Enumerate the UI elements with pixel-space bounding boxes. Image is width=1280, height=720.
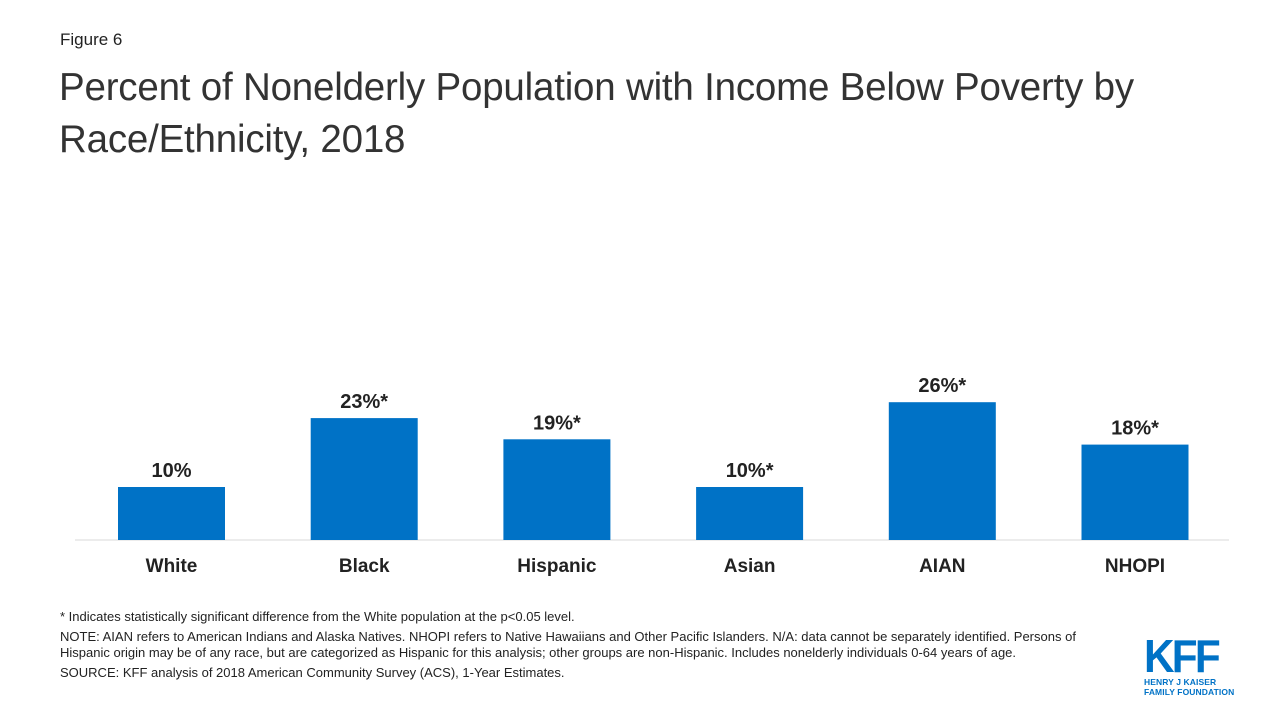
bar-chart: 10% 23%* 19%* 10%* 26%* 18%* White Black Hispan… bbox=[75, 375, 1229, 577]
data-label-nhopi: 18%* bbox=[1111, 418, 1159, 440]
kff-logo-mark: KFF bbox=[1144, 630, 1221, 682]
kff-logo-line2: FAMILY FOUNDATION bbox=[1144, 687, 1235, 697]
figure-label: Figure 6 bbox=[60, 30, 123, 49]
chart-title: Percent of Nonelderly Population with In… bbox=[59, 66, 1134, 161]
bar-hispanic bbox=[503, 439, 611, 540]
category-label-asian: Asian bbox=[724, 556, 776, 577]
note-text: NOTE: AIAN refers to American Indians an… bbox=[60, 628, 1076, 661]
data-label-aian: 26%* bbox=[918, 375, 966, 397]
kff-logo: KFF HENRY J KAISER FAMILY FOUNDATION bbox=[1144, 630, 1244, 698]
data-label-asian: 10%* bbox=[726, 460, 774, 482]
category-label-aian: AIAN bbox=[919, 556, 965, 577]
bar-white bbox=[118, 487, 225, 540]
bar-aian bbox=[888, 402, 996, 540]
bar-asian bbox=[696, 487, 804, 540]
data-label-hispanic: 19%* bbox=[533, 412, 581, 434]
source-text: SOURCE: KFF analysis of 2018 American Co… bbox=[60, 664, 565, 680]
kff-logo-line1: HENRY J KAISER bbox=[1144, 677, 1217, 687]
category-label-white: White bbox=[146, 556, 198, 577]
bar-nhopi bbox=[1081, 444, 1189, 540]
category-label-hispanic: Hispanic bbox=[517, 556, 597, 577]
data-label-white: 10% bbox=[151, 460, 191, 482]
category-label-black: Black bbox=[339, 556, 390, 577]
chart-notes: * Indicates statistically significant di… bbox=[60, 609, 1100, 684]
category-label-nhopi: NHOPI bbox=[1105, 556, 1165, 577]
significance-note: * Indicates statistically significant di… bbox=[60, 609, 575, 624]
bar-black bbox=[310, 418, 418, 540]
data-label-black: 23%* bbox=[340, 391, 388, 413]
